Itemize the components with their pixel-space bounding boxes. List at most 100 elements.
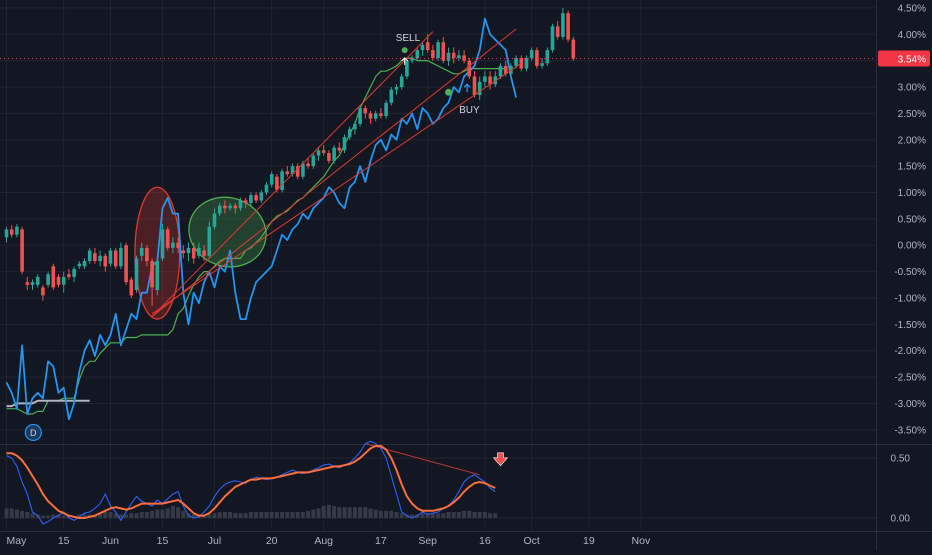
candle-body[interactable]	[566, 13, 570, 40]
candle-body[interactable]	[134, 258, 139, 291]
candle-body[interactable]	[93, 253, 97, 262]
candle-body[interactable]	[181, 250, 186, 254]
candle-body[interactable]	[561, 13, 565, 37]
candle-body[interactable]	[46, 274, 50, 285]
candle-body[interactable]	[124, 245, 128, 283]
candle-body[interactable]	[259, 192, 264, 201]
candle-body[interactable]	[275, 176, 279, 190]
candle-body[interactable]	[467, 60, 472, 77]
candle-body[interactable]	[514, 58, 518, 66]
candle-body[interactable]	[119, 247, 123, 267]
candle-body[interactable]	[399, 76, 404, 88]
candle-body[interactable]	[477, 81, 482, 95]
blue-line-series[interactable]	[5, 17, 517, 421]
candle-body[interactable]	[373, 113, 378, 119]
candle-body[interactable]	[160, 229, 165, 259]
candle-body[interactable]	[358, 108, 362, 124]
candle-body[interactable]	[238, 200, 243, 209]
candle-body[interactable]	[327, 152, 331, 161]
candle-body[interactable]	[535, 50, 539, 66]
candle-body[interactable]	[498, 65, 503, 77]
candle-body[interactable]	[176, 242, 180, 248]
candle-body[interactable]	[457, 55, 461, 59]
candle-body[interactable]	[545, 50, 550, 64]
candle-body[interactable]	[165, 229, 170, 248]
candle-body[interactable]	[103, 255, 108, 267]
candle-body[interactable]	[82, 261, 87, 267]
candle-body[interactable]	[217, 205, 222, 214]
candle-body[interactable]	[30, 282, 35, 285]
candle-body[interactable]	[129, 279, 134, 296]
candle-body[interactable]	[243, 200, 248, 204]
candle-body[interactable]	[405, 60, 409, 77]
candle-body[interactable]	[280, 171, 284, 190]
badge-d[interactable]	[24, 423, 42, 442]
candle-body[interactable]	[51, 266, 56, 288]
candle-body[interactable]	[306, 163, 310, 167]
candle-body[interactable]	[171, 242, 175, 248]
candle-body[interactable]	[228, 205, 232, 209]
trendline[interactable]	[151, 31, 434, 317]
candle-body[interactable]	[295, 166, 300, 177]
candle-body[interactable]	[420, 44, 425, 51]
candle-body[interactable]	[41, 287, 45, 296]
candle-body[interactable]	[410, 58, 414, 61]
candle-body[interactable]	[353, 123, 357, 130]
candle-body[interactable]	[446, 52, 451, 61]
candle-body[interactable]	[451, 52, 456, 59]
trendline[interactable]	[151, 62, 522, 315]
candle-body[interactable]	[368, 113, 373, 119]
candle-body[interactable]	[290, 166, 295, 175]
candle-body[interactable]	[379, 113, 383, 117]
candle-body[interactable]	[472, 76, 477, 95]
candle-body[interactable]	[316, 150, 321, 156]
candle-body[interactable]	[20, 229, 24, 272]
candle-body[interactable]	[285, 171, 290, 175]
oscillator-orange-line[interactable]	[6, 445, 496, 519]
candle-body[interactable]	[441, 42, 446, 61]
candle-body[interactable]	[233, 205, 238, 209]
candle-body[interactable]	[425, 42, 430, 51]
candle-body[interactable]	[25, 282, 30, 285]
candle-body[interactable]	[436, 42, 440, 59]
candle-body[interactable]	[342, 137, 347, 151]
candle-body[interactable]	[9, 229, 14, 235]
candle-body[interactable]	[483, 76, 487, 82]
candle-body[interactable]	[269, 174, 274, 185]
candle-body[interactable]	[550, 26, 555, 51]
candle-body[interactable]	[363, 108, 368, 114]
candle-body[interactable]	[415, 50, 420, 59]
candle-body[interactable]	[98, 255, 102, 262]
candle-body[interactable]	[145, 247, 149, 262]
candle-body[interactable]	[332, 147, 336, 161]
candle-body[interactable]	[207, 226, 212, 256]
candle-body[interactable]	[337, 147, 342, 151]
candle-body[interactable]	[321, 150, 326, 153]
candle-body[interactable]	[186, 247, 191, 254]
candle-body[interactable]	[301, 163, 305, 177]
candle-body[interactable]	[431, 50, 435, 59]
candle-body[interactable]	[72, 268, 76, 277]
trendline[interactable]	[151, 28, 517, 317]
candle-body[interactable]	[212, 213, 217, 227]
candle-body[interactable]	[394, 87, 399, 90]
candle-body[interactable]	[150, 261, 154, 288]
candle-body[interactable]	[139, 247, 144, 256]
candle-body[interactable]	[264, 184, 269, 193]
candle-body[interactable]	[4, 229, 9, 238]
candle-body[interactable]	[67, 274, 71, 277]
candle-body[interactable]	[555, 26, 560, 37]
candle-body[interactable]	[384, 102, 388, 117]
candle-body[interactable]	[223, 205, 227, 209]
candle-body[interactable]	[254, 195, 258, 201]
candle-body[interactable]	[77, 263, 82, 267]
candle-body[interactable]	[56, 276, 61, 285]
candle-body[interactable]	[87, 250, 92, 262]
candle-body[interactable]	[108, 250, 113, 264]
candle-body[interactable]	[113, 250, 118, 267]
candle-body[interactable]	[571, 39, 576, 59]
candle-body[interactable]	[540, 63, 544, 66]
candle-body[interactable]	[311, 155, 316, 167]
